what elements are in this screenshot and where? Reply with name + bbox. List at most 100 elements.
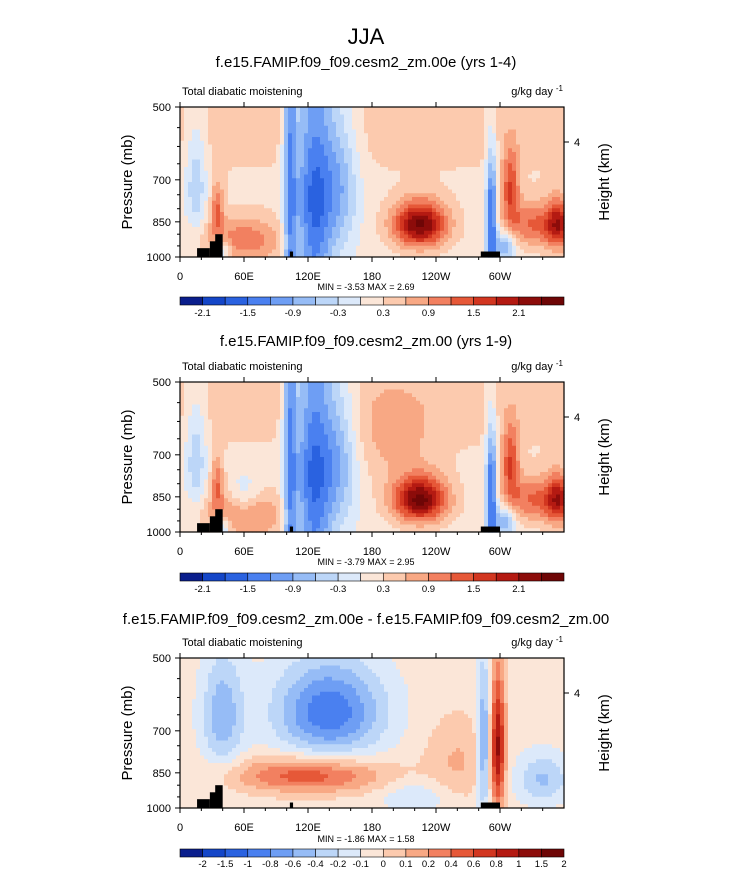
colorbar-label: 0.8	[490, 859, 503, 870]
x-tick-label: 60E	[234, 822, 254, 834]
colorbar-swatch	[315, 572, 339, 582]
colorbar-swatch	[292, 296, 316, 306]
variable-label: Total diabatic moistening	[182, 361, 302, 373]
colorbar-swatch	[382, 572, 407, 582]
colorbar-swatch	[405, 296, 429, 306]
colorbar-label: -0.3	[330, 584, 346, 595]
y-axis-label: Pressure (mb)	[119, 134, 136, 229]
y-tick-label: 850	[153, 217, 171, 229]
x-tick-label: 120E	[295, 546, 321, 558]
x-tick-label: 180	[363, 546, 381, 558]
colorbar-label: -0.9	[285, 584, 301, 595]
topography-block	[197, 523, 210, 532]
panel-title: f.e15.FAMIP.f09_f09.cesm2_zm.00e - f.e15…	[123, 611, 609, 628]
x-tick-label: 0	[177, 822, 183, 834]
y-axis-label: Pressure (mb)	[119, 409, 136, 504]
x-tick-label: 60E	[234, 546, 254, 558]
topography-block	[480, 526, 500, 532]
colorbar-label: -0.4	[307, 859, 323, 870]
colorbar-swatch	[360, 296, 384, 306]
colorbar-swatch	[247, 296, 271, 306]
colorbar-swatch	[337, 296, 362, 306]
y-tick-label: 1000	[147, 803, 171, 815]
colorbar-label: -2.1	[194, 584, 210, 595]
variable-label: Total diabatic moistening	[182, 86, 302, 98]
colorbar-label: -1	[244, 859, 252, 870]
colorbar-swatch	[518, 296, 542, 306]
colorbar-label: -0.9	[285, 308, 301, 319]
topography-block	[197, 248, 210, 257]
topography-block	[197, 799, 210, 808]
colorbar-swatch	[270, 296, 294, 306]
y-tick-label: 500	[153, 653, 171, 665]
y-tick-label: 700	[153, 726, 171, 738]
contour-field	[180, 382, 565, 533]
colorbar-swatch	[292, 572, 316, 582]
colorbar-swatch	[270, 572, 294, 582]
colorbar-label: 2	[561, 859, 566, 870]
colorbar-label: 0.9	[422, 584, 435, 595]
colorbar-swatch	[292, 848, 316, 858]
y-tick-label: 850	[153, 768, 171, 780]
min-max-label: MIN = -1.86 MAX = 1.58	[317, 834, 414, 844]
panel-3: f.e15.FAMIP.f09_f09.cesm2_zm.00e - f.e15…	[119, 611, 613, 870]
colorbar: -2 -1.5 -1 -0.8 -0.6 -0.4 -0.2 -0.1 0 0.1 0.2 0.4 0.…	[179, 848, 567, 870]
units-label: g/kg day -1	[511, 359, 563, 373]
panel-title: f.e15.FAMIP.f09_f09.cesm2_zm.00 (yrs 1-9…	[220, 333, 512, 350]
colorbar-swatch	[450, 572, 474, 582]
min-max-label: MIN = -3.53 MAX = 2.69	[317, 282, 414, 292]
colorbar-label: 1	[516, 859, 521, 870]
variable-label: Total diabatic moistening	[182, 637, 302, 649]
colorbar-swatch	[428, 848, 452, 858]
y-axis-label: Pressure (mb)	[119, 685, 136, 780]
y-tick-label: 500	[153, 377, 171, 389]
colorbar-swatch	[337, 848, 362, 858]
colorbar-swatch	[224, 848, 249, 858]
y2-axis-label: Height (km)	[596, 694, 613, 772]
topography	[197, 509, 500, 532]
x-tick-label: 60W	[489, 822, 512, 834]
colorbar-label: -1.5	[217, 859, 233, 870]
units-label: g/kg day -1	[511, 84, 563, 98]
colorbar: -2.1 -1.5 -0.9 -0.3 0.3 0.9 1.5 2.1	[179, 296, 565, 319]
colorbar-label: 0.9	[422, 308, 435, 319]
colorbar-swatch	[179, 572, 203, 582]
colorbar-swatch	[473, 296, 497, 306]
y2-axis-label: Height (km)	[596, 418, 613, 496]
colorbar-swatch	[428, 572, 452, 582]
topography-block	[209, 241, 219, 257]
colorbar-label: 0.3	[377, 584, 390, 595]
topography-block	[289, 802, 294, 808]
colorbar-swatch	[224, 572, 249, 582]
colorbar-swatch	[224, 296, 249, 306]
topography	[197, 234, 500, 257]
topography-block	[289, 526, 294, 532]
colorbar-label: -0.2	[330, 859, 346, 870]
colorbar-swatch	[405, 848, 429, 858]
panel-1: f.e15.FAMIP.f09_f09.cesm2_zm.00e (yrs 1-…	[119, 54, 613, 319]
colorbar-swatch	[541, 572, 565, 582]
colorbar-label: -0.1	[353, 859, 369, 870]
topography-block	[209, 516, 219, 532]
x-tick-label: 0	[177, 271, 183, 283]
y-tick-label: 1000	[147, 527, 171, 539]
topography-block	[289, 251, 294, 257]
colorbar-label: 1.5	[467, 584, 480, 595]
colorbar-swatch	[270, 848, 294, 858]
colorbar-label: -0.8	[262, 859, 278, 870]
colorbar-swatch	[518, 848, 542, 858]
colorbar-swatch	[473, 572, 497, 582]
colorbar-swatch	[315, 296, 339, 306]
colorbar-label: -1.5	[240, 308, 256, 319]
x-tick-label: 60W	[489, 546, 512, 558]
colorbar-label: 1.5	[467, 308, 480, 319]
topography	[197, 785, 500, 808]
colorbar-swatch	[360, 572, 384, 582]
colorbar-swatch	[179, 296, 203, 306]
colorbar: -2.1 -1.5 -0.9 -0.3 0.3 0.9 1.5 2.1	[179, 572, 565, 595]
colorbar-swatch	[315, 848, 339, 858]
colorbar-swatch	[337, 572, 362, 582]
colorbar-swatch	[541, 848, 565, 858]
y-tick-label: 1000	[147, 252, 171, 264]
colorbar-label: -0.6	[285, 859, 301, 870]
